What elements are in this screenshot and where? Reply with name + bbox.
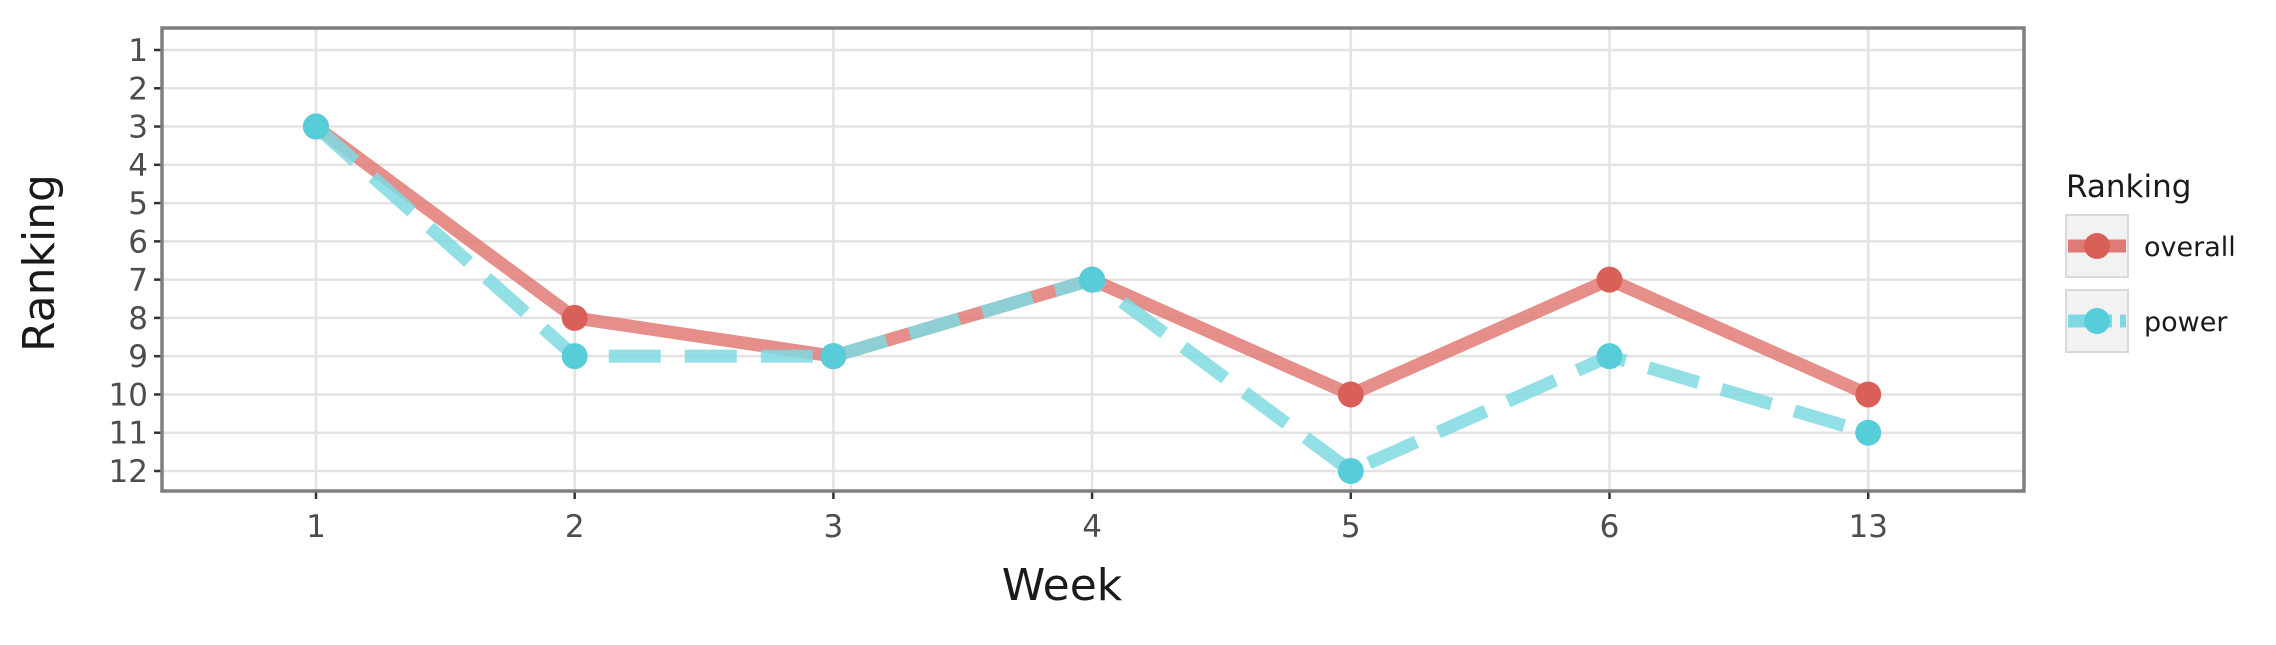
y-tick-label: 8	[128, 301, 148, 337]
legend-label-power: power	[2144, 307, 2228, 338]
y-axis-title: Ranking	[14, 174, 65, 352]
data-point-power	[1337, 458, 1364, 484]
y-tick-label: 10	[109, 377, 148, 413]
data-point-power	[1855, 419, 1882, 446]
legend-key-point-power	[2084, 308, 2110, 334]
y-tick-label: 12	[109, 454, 148, 490]
data-point-overall	[1596, 266, 1623, 293]
legend-label-overall: overall	[2144, 232, 2236, 263]
x-tick-label: 2	[565, 509, 585, 545]
y-tick-label: 3	[128, 110, 148, 146]
legend-key-point-overall	[2084, 233, 2110, 259]
data-point-power	[303, 113, 329, 140]
legend-title: Ranking	[2066, 169, 2191, 205]
x-axis-title: Week	[1002, 560, 1123, 611]
y-tick-label: 4	[128, 148, 148, 184]
y-tick-label: 7	[128, 263, 148, 299]
y-tick-label: 11	[109, 416, 148, 452]
y-tick-label: 1	[128, 33, 148, 69]
data-point-power	[1079, 266, 1106, 293]
x-tick-label: 13	[1848, 509, 1887, 545]
x-tick-label: 3	[824, 509, 844, 545]
x-tick-label: 6	[1600, 509, 1620, 545]
data-point-overall	[1337, 381, 1364, 408]
x-tick-label: 1	[306, 509, 326, 545]
plot-border	[160, 26, 2026, 493]
data-point-power	[561, 343, 588, 370]
x-tick-label: 5	[1341, 509, 1361, 545]
data-point-overall	[561, 304, 588, 331]
y-tick-label: 6	[128, 224, 148, 260]
y-tick-label: 9	[128, 339, 148, 375]
data-point-overall	[1855, 381, 1882, 408]
data-point-power	[1596, 343, 1623, 370]
data-point-power	[820, 343, 847, 370]
x-tick-label: 4	[1082, 509, 1102, 545]
y-tick-label: 2	[128, 71, 148, 107]
y-tick-label: 5	[128, 186, 148, 222]
